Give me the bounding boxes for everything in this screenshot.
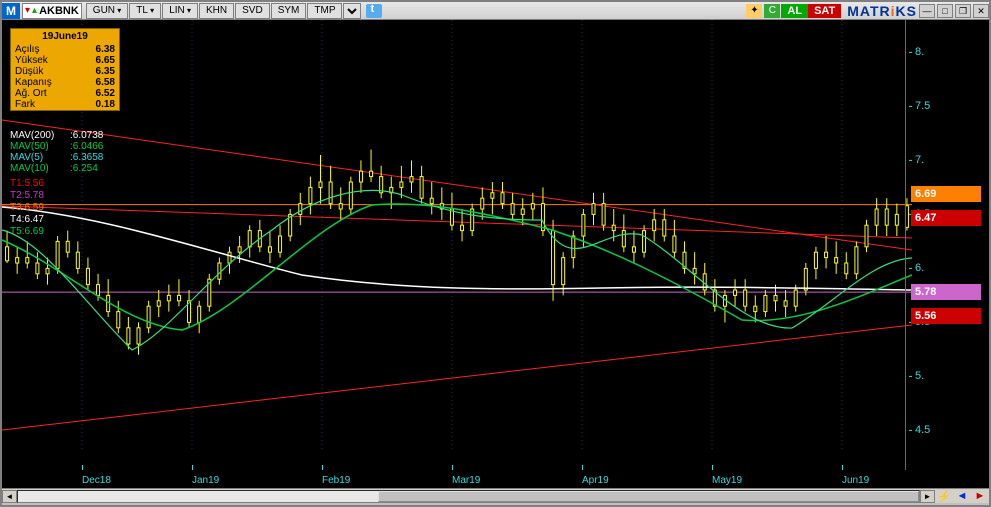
refresh-icon[interactable]: C [764,4,780,18]
close-button[interactable]: ✕ [973,4,989,18]
x-tick: Apr19 [582,475,609,486]
x-tick: May19 [712,475,742,486]
chart-area[interactable]: 4.55.5.56.6.57.7.58.6.696.475.785.56 Dec… [2,20,989,488]
ticker-badge[interactable]: ▾ ▴ AKBNK [22,3,82,19]
y-tick: 7.5 [911,100,930,112]
sell-button[interactable]: SAT [808,4,841,18]
twitter-icon[interactable] [366,4,382,18]
crosshair-vertical [905,20,906,470]
matriks-logo: MATRiKS [847,3,917,19]
scroll-left-button[interactable]: ◄ [2,490,17,503]
nav-left-icon[interactable]: ◄ [953,490,971,503]
toolbar: M ▾ ▴ AKBNK GUNTLLINKHNSVDSYMTMP ✦ C AL … [2,2,989,20]
mav-row: MAV(10):6.254 [10,163,103,174]
y-tick: 8. [911,46,924,58]
x-tick: Jun19 [842,475,869,486]
target-row: T1:5.56 [10,178,44,190]
x-axis: Dec18 Jan19 Feb19 Mar19 Apr19 May19 Jun19 [2,470,912,488]
mav-row: MAV(200):6.0738 [10,130,103,141]
toolbar-btn-sym[interactable]: SYM [271,3,307,19]
summary-row: Kapanış6.58 [11,77,119,88]
toolbar-btn-svd[interactable]: SVD [235,3,270,19]
x-tick: Feb19 [322,475,350,486]
summary-row: Düşük6.35 [11,66,119,77]
target-row: T4:6.47 [10,214,44,226]
scroll-thumb[interactable] [378,491,919,502]
toolbar-left: M ▾ ▴ AKBNK GUNTLLINKHNSVDSYMTMP [2,3,382,19]
price-level-box: 5.78 [911,284,981,300]
y-tick: 7. [911,154,924,166]
horizontal-scrollbar: ◄ ► ⚡ ◄ ► [2,488,989,503]
target-row: T5:6.69 [10,226,44,238]
target-row: T2:5.78 [10,190,44,202]
nav-right-icon[interactable]: ► [971,490,989,503]
mav-legend: MAV(200):6.0738MAV(50):6.0466MAV(5):6.36… [10,130,103,174]
minimize-button[interactable]: — [919,4,935,18]
toolbar-btn-gun[interactable]: GUN [86,3,128,19]
ohlc-summary: 19June19 Açılış6.38Yüksek6.65Düşük6.35Ka… [10,28,120,111]
buy-button[interactable]: AL [781,4,808,18]
price-chart [2,20,912,470]
restore-button[interactable]: ❐ [955,4,971,18]
summary-row: Yüksek6.65 [11,55,119,66]
mav-row: MAV(50):6.0466 [10,141,103,152]
toolbar-btn-tl[interactable]: TL [129,3,161,19]
target-levels: T1:5.56T2:5.78T3:6.59T4:6.47T5:6.69 [10,178,44,238]
y-tick: 4.5 [911,424,930,436]
price-level-box: 6.69 [911,186,981,202]
toolbar-dropdown[interactable] [343,3,361,19]
scroll-track[interactable] [17,490,920,503]
y-axis: 4.55.5.56.6.57.7.58.6.696.475.785.56 [911,20,989,470]
summary-row: Açılış6.38 [11,44,119,55]
target-row: T3:6.59 [10,202,44,214]
x-tick: Mar19 [452,475,480,486]
chart-window: M ▾ ▴ AKBNK GUNTLLINKHNSVDSYMTMP ✦ C AL … [0,0,991,507]
mav-row: MAV(5):6.3658 [10,152,103,163]
up-arrow-icon: ▴ [32,5,37,16]
app-icon: M [2,3,20,19]
toolbar-buttons: GUNTLLINKHNSVDSYMTMP [86,3,344,19]
y-tick: 6. [911,262,924,274]
maximize-button[interactable]: □ [937,4,953,18]
summary-date: 19June19 [11,29,119,44]
toolbar-btn-khn[interactable]: KHN [199,3,234,19]
ticker-name: AKBNK [39,5,79,17]
price-level-box: 5.56 [911,308,981,324]
toolbar-btn-tmp[interactable]: TMP [307,3,342,19]
price-level-box: 6.47 [911,210,981,226]
x-tick: Jan19 [192,475,219,486]
summary-row: Fark0.18 [11,99,119,110]
sparkle-icon[interactable]: ✦ [746,4,762,18]
toolbar-right: ✦ C AL SAT MATRiKS — □ ❐ ✕ [745,3,989,19]
scroll-right-button[interactable]: ► [920,490,935,503]
x-tick: Dec18 [82,475,111,486]
toolbar-btn-lin[interactable]: LIN [162,3,198,19]
y-tick: 5. [911,370,924,382]
down-arrow-icon: ▾ [25,5,30,16]
lightning-icon[interactable]: ⚡ [935,490,953,503]
summary-row: Ağ. Ort6.52 [11,88,119,99]
